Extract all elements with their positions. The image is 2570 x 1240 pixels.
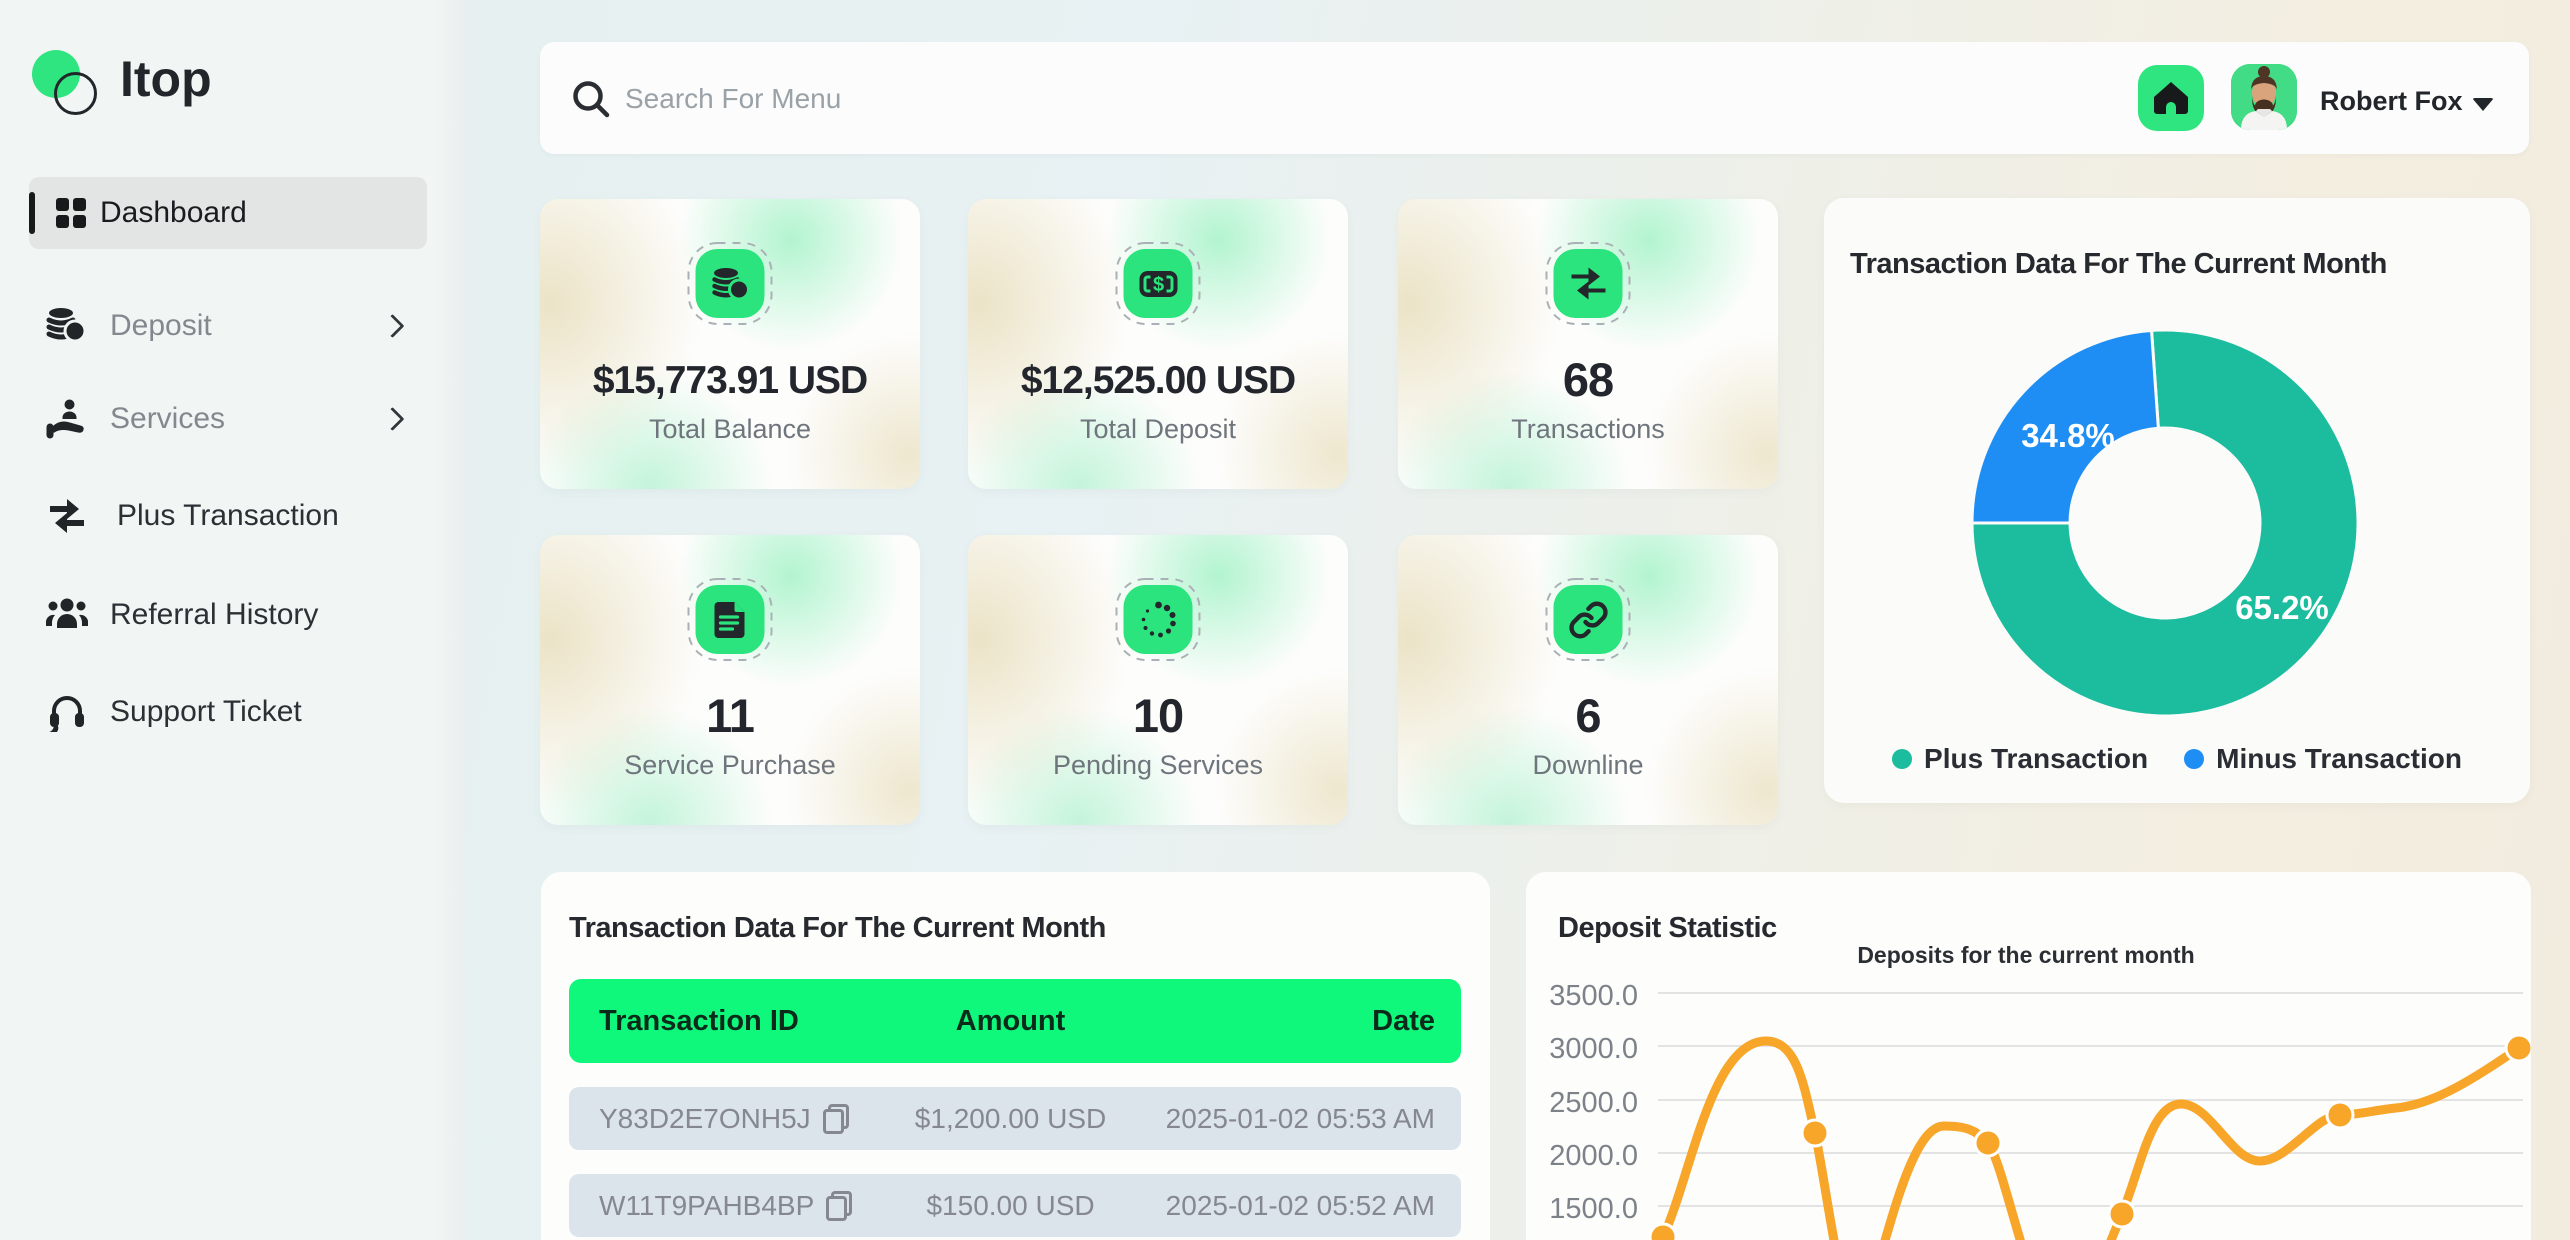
svg-text:2000.0: 2000.0: [1549, 1140, 1638, 1172]
svg-text:34.8%: 34.8%: [2021, 417, 2115, 454]
svg-text:3500.0: 3500.0: [1549, 980, 1638, 1012]
svg-text:2500.0: 2500.0: [1549, 1087, 1638, 1119]
svg-text:$: $: [1152, 274, 1163, 296]
svg-text:65.2%: 65.2%: [2235, 589, 2329, 626]
svg-text:3000.0: 3000.0: [1549, 1033, 1638, 1065]
svg-text:1500.0: 1500.0: [1549, 1193, 1638, 1225]
